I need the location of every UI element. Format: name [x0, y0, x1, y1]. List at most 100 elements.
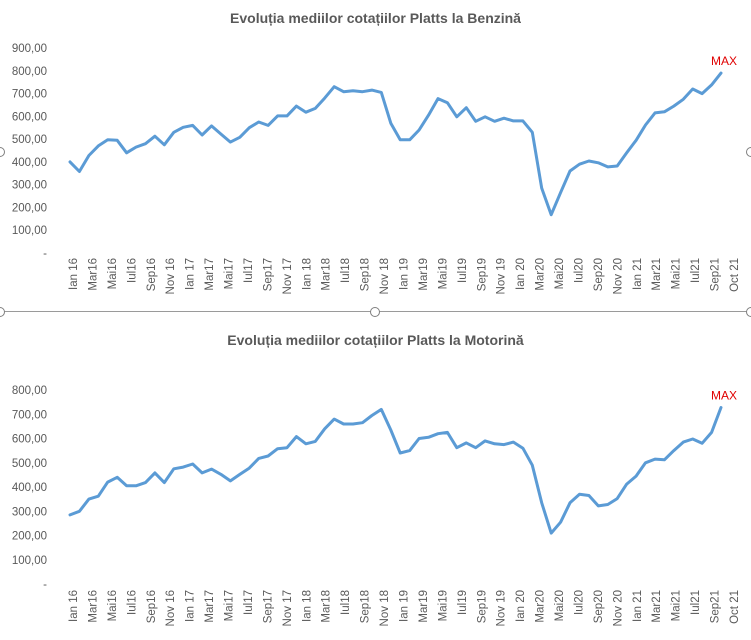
x-tick-label: Nov 16	[165, 258, 177, 294]
x-tick-label: Nov 18	[379, 590, 391, 626]
x-tick-label: Mar20	[535, 258, 547, 291]
data-point	[295, 105, 298, 108]
data-point	[418, 129, 421, 132]
x-tick-label: Iul20	[573, 590, 585, 615]
data-point	[616, 164, 619, 167]
data-point	[323, 427, 326, 430]
data-point	[304, 111, 307, 114]
x-tick-label: Nov 18	[379, 258, 391, 294]
data-point	[644, 461, 647, 464]
data-point	[78, 510, 81, 513]
x-tick-label: Sep19	[476, 590, 488, 623]
data-point	[399, 138, 402, 141]
data-point	[163, 143, 166, 146]
data-point	[144, 481, 147, 484]
x-tick-label: Mar17	[204, 258, 216, 291]
resize-handle-middle[interactable]	[370, 307, 380, 317]
x-tick-label: Ian 18	[301, 590, 313, 622]
x-tick-label: Mai21	[671, 590, 683, 621]
data-point	[78, 170, 81, 173]
data-point	[521, 119, 524, 122]
data-point	[276, 114, 279, 117]
x-tick-label: Sep20	[593, 258, 605, 291]
data-point	[597, 504, 600, 507]
data-point	[257, 121, 260, 124]
x-tick-label: Iul19	[457, 258, 469, 283]
resize-handle-right[interactable]	[746, 307, 751, 317]
data-point	[69, 160, 72, 163]
data-point	[238, 136, 241, 139]
data-point	[87, 154, 90, 157]
x-tick-label: Mar18	[321, 590, 333, 623]
data-point	[710, 83, 713, 86]
data-point	[559, 521, 562, 524]
data-point	[578, 493, 581, 496]
x-tick-label: Ian 16	[68, 258, 80, 290]
x-tick-label: Mai21	[671, 258, 683, 289]
data-point	[455, 115, 458, 118]
data-point	[248, 126, 251, 129]
x-tick-label: Iul18	[340, 258, 352, 283]
series-line	[68, 71, 723, 217]
x-tick-label: Mar18	[321, 258, 333, 291]
data-point	[125, 151, 128, 154]
x-tick-label: Iul18	[340, 590, 352, 615]
x-tick-label: Sep21	[710, 590, 722, 623]
x-tick-label: Mai17	[224, 590, 236, 621]
data-point	[69, 513, 72, 516]
resize-handle-left[interactable]	[0, 307, 5, 317]
y-tick-label: 500,00	[12, 134, 47, 146]
x-tick-label: Oct 21	[729, 258, 741, 292]
x-tick-label: Sep17	[262, 258, 274, 291]
x-tick-label: Nov 20	[612, 590, 624, 626]
data-point	[436, 432, 439, 435]
data-point	[540, 501, 543, 504]
data-point	[474, 120, 477, 123]
x-tick-label: Sep20	[593, 590, 605, 623]
data-point	[125, 484, 128, 487]
data-point	[427, 114, 430, 117]
data-point	[399, 452, 402, 455]
data-point	[201, 471, 204, 474]
data-point	[219, 133, 222, 136]
data-point	[550, 532, 553, 535]
x-tick-label: Oct 21	[729, 590, 741, 624]
data-point	[370, 89, 373, 92]
data-point	[314, 440, 317, 443]
x-tick-label: Ian 20	[515, 590, 527, 622]
data-point	[493, 120, 496, 123]
data-point	[503, 117, 506, 120]
y-tick-label: 600,00	[12, 434, 47, 446]
data-point	[427, 436, 430, 439]
y-tick-label: 900,00	[12, 43, 47, 55]
x-tick-label: Iul16	[126, 258, 138, 283]
data-point	[521, 447, 524, 450]
data-point	[342, 422, 345, 425]
x-tick-label: Iul19	[457, 590, 469, 615]
data-point	[201, 134, 204, 137]
data-point	[625, 483, 628, 486]
resize-handle-side-right[interactable]	[746, 147, 751, 157]
y-tick-label: 800,00	[12, 385, 47, 397]
data-point	[625, 151, 628, 154]
y-tick-label: -	[43, 579, 47, 591]
data-point	[531, 464, 534, 467]
data-point	[635, 139, 638, 142]
x-tick-label: Nov 19	[496, 590, 508, 626]
data-point	[389, 122, 392, 125]
data-point	[248, 467, 251, 470]
data-point	[578, 163, 581, 166]
x-tick-label: Sep17	[262, 590, 274, 623]
x-tick-label: Iul20	[573, 258, 585, 283]
data-point	[540, 187, 543, 190]
x-tick-label: Nov 19	[496, 258, 508, 294]
data-point	[465, 441, 468, 444]
x-tick-label: Iul16	[126, 590, 138, 615]
data-point	[644, 123, 647, 126]
x-tick-label: Iul17	[243, 590, 255, 615]
y-tick-label: 400,00	[12, 157, 47, 169]
data-point	[446, 431, 449, 434]
x-tick-label: Iul21	[690, 258, 702, 283]
data-point	[304, 442, 307, 445]
y-tick-label: 600,00	[12, 111, 47, 123]
